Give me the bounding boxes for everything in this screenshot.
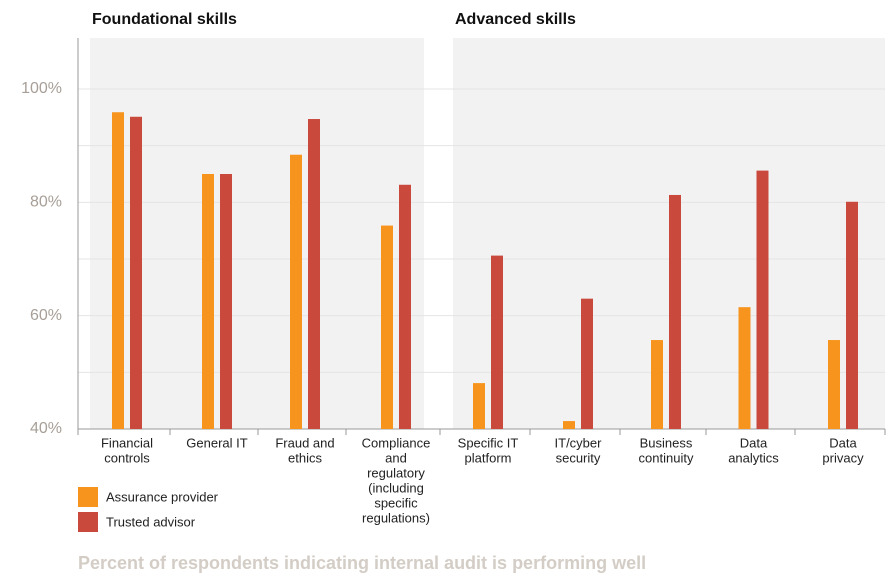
group-panel	[90, 38, 424, 429]
legend-swatch	[78, 487, 98, 507]
bar	[581, 298, 593, 429]
bar	[828, 340, 840, 429]
x-tick-label: ethics	[288, 450, 322, 465]
legend-label: Trusted advisor	[106, 514, 196, 529]
bar	[290, 154, 302, 429]
x-tick-label: and	[385, 450, 407, 465]
bar	[220, 174, 232, 429]
x-tick-label: specific	[374, 495, 418, 510]
x-tick-label: Specific IT	[458, 435, 519, 450]
x-tick-label: controls	[104, 450, 150, 465]
x-tick-label: analytics	[728, 450, 779, 465]
y-tick-label: 100%	[21, 80, 62, 97]
bar	[399, 184, 411, 429]
x-tick-label: regulations)	[362, 510, 430, 525]
bar	[130, 116, 142, 430]
bar	[381, 225, 393, 429]
bar	[756, 170, 769, 429]
x-tick-label: Data	[829, 435, 857, 450]
x-tick-label: regulatory	[367, 465, 425, 480]
x-tick-label: Fraud and	[275, 435, 334, 450]
y-tick-label: 40%	[30, 420, 62, 437]
y-tick-label: 80%	[30, 194, 62, 211]
x-tick-label: platform	[465, 450, 512, 465]
bar	[669, 194, 681, 429]
x-tick-label: (including	[368, 480, 424, 495]
x-tick-label: Business	[640, 435, 693, 450]
bar	[846, 201, 858, 429]
x-tick-label: continuity	[639, 450, 694, 465]
x-tick-label: IT/cyber	[555, 435, 603, 450]
y-tick-label: 60%	[30, 307, 62, 324]
footnote: Percent of respondents indicating intern…	[78, 553, 646, 573]
bar	[738, 307, 751, 429]
legend-label: Assurance provider	[106, 489, 219, 504]
legend-swatch	[78, 512, 98, 532]
bar	[563, 421, 575, 429]
bar	[651, 340, 663, 429]
x-tick-label: security	[556, 450, 601, 465]
x-tick-label: General IT	[186, 435, 247, 450]
x-tick-label: Compliance	[362, 435, 431, 450]
x-tick-label: Financial	[101, 435, 153, 450]
x-tick-label: privacy	[822, 450, 864, 465]
bar	[202, 174, 214, 429]
group-title: Advanced skills	[455, 11, 576, 28]
bar	[308, 119, 320, 430]
bar	[491, 255, 503, 429]
group-title: Foundational skills	[92, 11, 237, 28]
bar	[112, 112, 124, 429]
bar	[473, 383, 485, 429]
x-tick-label: Data	[740, 435, 768, 450]
